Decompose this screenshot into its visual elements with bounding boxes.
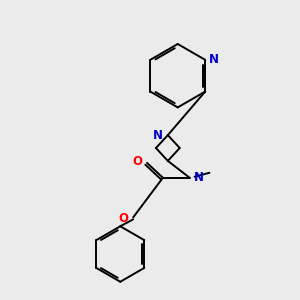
Text: O: O	[132, 155, 142, 168]
Text: N: N	[194, 171, 204, 184]
Text: O: O	[118, 212, 128, 225]
Text: N: N	[209, 53, 219, 66]
Text: N: N	[153, 129, 163, 142]
